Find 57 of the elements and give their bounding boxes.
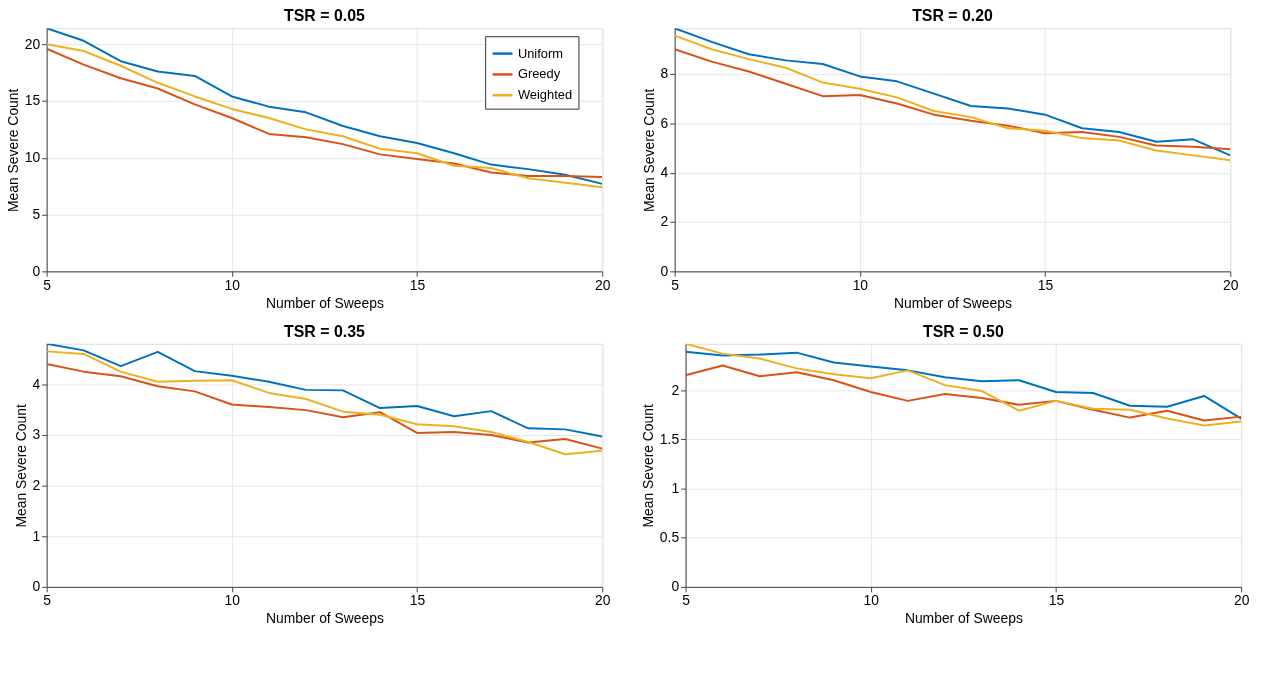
line-series [46,363,603,450]
chart-title: TSR = 0.50 [923,322,1004,340]
x-tick-label: 20 [595,592,611,609]
y-axis-title: Mean Severe Count [4,88,21,213]
chart-title: TSR = 0.35 [284,322,365,340]
y-tick-label: 2 [660,213,669,230]
chart-title: TSR = 0.05 [284,7,365,25]
x-tick-label: 10 [224,276,241,293]
x-tick-label: 20 [1223,276,1239,293]
y-tick-label: 1.5 [659,430,680,447]
y-tick-label: 0 [671,578,680,595]
x-tick-label: 5 [43,276,52,293]
legend-label: Weighted [517,87,573,103]
line-series [685,343,1242,427]
x-tick-label: 20 [1233,592,1250,609]
x-tick-label: 5 [43,592,52,609]
x-axis-title: Number of Sweeps [904,610,1023,627]
x-axis-title: Number of Sweeps [265,610,384,627]
y-tick-label: 0.5 [659,529,680,546]
y-tick-label: 1 [671,479,680,496]
y-tick-label: 3 [32,426,41,443]
line-series [685,364,1242,422]
x-tick-label: 10 [863,592,880,609]
y-axis-title: Mean Severe Count [640,88,657,213]
y-axis-title: Mean Severe Count [639,403,656,528]
y-tick-label: 10 [24,149,41,166]
y-tick-label: 5 [32,206,41,223]
x-tick-label: 15 [409,592,426,609]
y-axis-title: Mean Severe Count [12,403,29,528]
y-tick-label: 15 [24,92,41,109]
y-tick-label: 0 [32,578,41,595]
x-tick-label: 15 [1048,592,1065,609]
line-series [46,343,603,438]
line-series [674,48,1231,151]
x-tick-label: 15 [1037,276,1054,293]
chart-title: TSR = 0.20 [912,7,993,25]
y-tick-label: 2 [32,477,41,494]
line-series [685,350,1242,420]
y-tick-label: 8 [660,65,669,82]
y-tick-label: 1 [32,527,41,544]
line-series [46,350,603,456]
legend-label: Greedy [517,66,561,82]
y-tick-label: 20 [24,35,41,52]
x-axis-title: Number of Sweeps [265,294,384,311]
x-axis-title: Number of Sweeps [893,294,1013,311]
x-tick-label: 10 [852,276,869,293]
legend-label: Uniform [517,45,563,61]
y-tick-label: 4 [32,375,41,392]
x-tick-label: 20 [595,276,611,293]
x-tick-label: 5 [682,592,691,609]
y-tick-label: 0 [32,262,41,279]
y-tick-label: 4 [660,164,669,181]
x-tick-label: 15 [409,276,426,293]
y-tick-label: 2 [671,381,680,398]
y-tick-label: 6 [660,114,669,131]
x-tick-label: 10 [224,592,241,609]
y-tick-label: 0 [660,262,669,279]
